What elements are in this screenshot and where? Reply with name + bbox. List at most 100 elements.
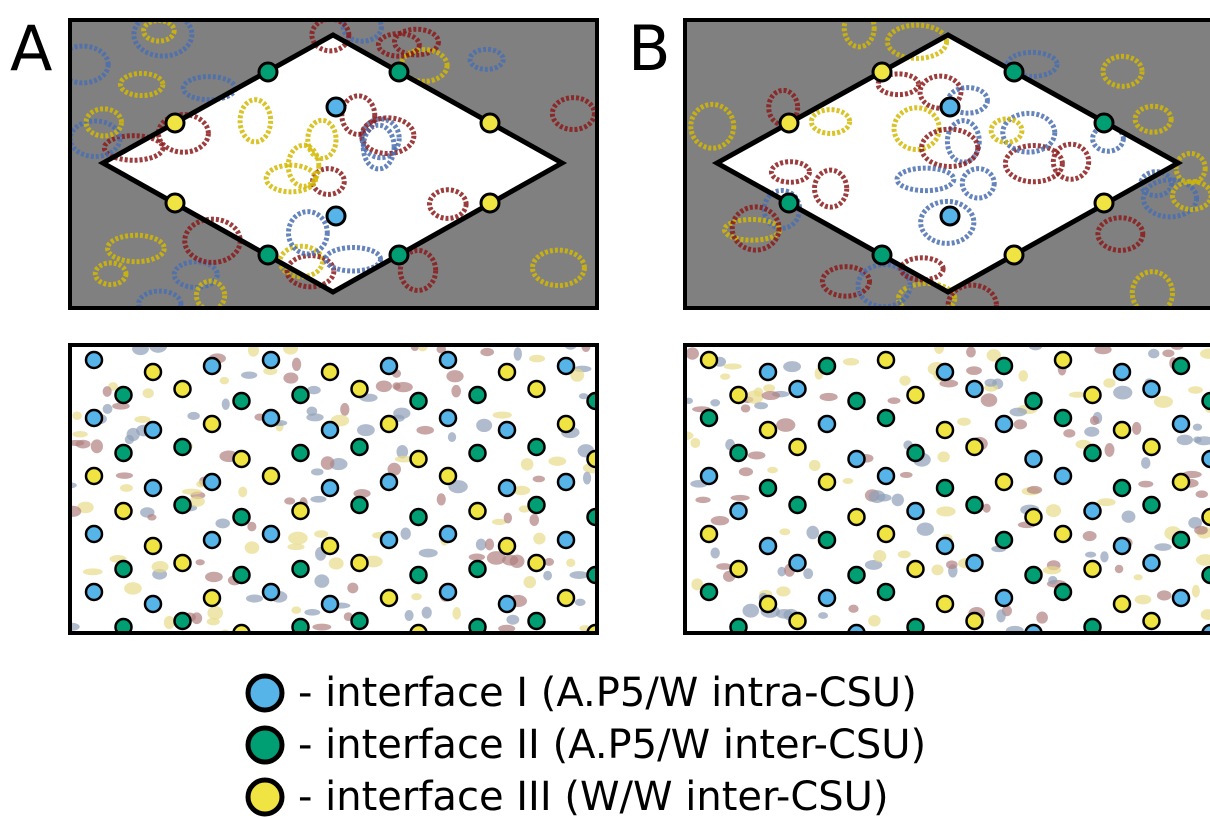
protein bbox=[504, 513, 512, 524]
interface-dot bbox=[1173, 474, 1189, 490]
protein bbox=[393, 408, 410, 419]
interface-dot bbox=[849, 567, 865, 583]
interface-dot bbox=[558, 590, 574, 606]
protein bbox=[583, 472, 591, 485]
interface-dot bbox=[1173, 532, 1189, 548]
protein bbox=[1188, 386, 1203, 393]
interface-dot bbox=[967, 439, 983, 455]
protein bbox=[143, 388, 154, 398]
protein bbox=[476, 419, 492, 432]
protein bbox=[1141, 457, 1150, 469]
protein bbox=[480, 348, 494, 356]
interface-dot bbox=[873, 246, 891, 264]
interface-dot bbox=[1055, 584, 1071, 600]
protein bbox=[818, 612, 828, 619]
protein bbox=[966, 366, 982, 375]
interface-dot bbox=[1085, 561, 1101, 577]
interface-dot bbox=[701, 468, 717, 484]
protein bbox=[686, 347, 699, 359]
protein bbox=[1134, 574, 1143, 580]
protein bbox=[869, 490, 886, 503]
interface-dot bbox=[204, 532, 220, 548]
interface-dot bbox=[760, 538, 776, 554]
protein bbox=[452, 607, 460, 620]
protein bbox=[741, 404, 750, 412]
protein bbox=[314, 574, 329, 587]
protein bbox=[820, 393, 838, 401]
interface-dot bbox=[1203, 451, 1210, 467]
protein bbox=[124, 582, 142, 594]
protein bbox=[806, 526, 819, 539]
protein bbox=[1148, 349, 1159, 359]
protein bbox=[1157, 590, 1172, 600]
protein bbox=[152, 561, 169, 573]
interface-dot bbox=[263, 526, 279, 542]
interface-dot bbox=[937, 364, 953, 380]
interface-dot bbox=[145, 538, 161, 554]
interface-dot bbox=[558, 532, 574, 548]
protein bbox=[83, 568, 103, 575]
interface-dot bbox=[873, 63, 891, 81]
protein bbox=[147, 514, 156, 521]
protein bbox=[1154, 543, 1171, 551]
protein bbox=[1100, 551, 1108, 562]
interface-dot bbox=[878, 410, 894, 426]
interface-dot bbox=[263, 410, 279, 426]
interface-dot bbox=[234, 393, 250, 409]
interface-dot bbox=[204, 358, 220, 374]
interface-dot bbox=[819, 590, 835, 606]
protein bbox=[103, 404, 113, 414]
panel-label: B bbox=[628, 12, 671, 85]
protein bbox=[1069, 392, 1086, 398]
protein bbox=[720, 373, 730, 379]
interface-dot bbox=[1085, 503, 1101, 519]
protein bbox=[448, 432, 456, 442]
interface-dot bbox=[86, 584, 102, 600]
protein bbox=[888, 397, 901, 404]
protein bbox=[1122, 510, 1136, 522]
interface-dot bbox=[234, 567, 250, 583]
interface-dot bbox=[819, 416, 835, 432]
protein bbox=[892, 494, 904, 507]
protein bbox=[1115, 565, 1124, 573]
protein bbox=[868, 615, 880, 627]
interface-dot bbox=[760, 364, 776, 380]
protein bbox=[1135, 595, 1152, 605]
interface-dot bbox=[411, 393, 427, 409]
interface-dot bbox=[780, 194, 798, 212]
interface-dot bbox=[701, 526, 717, 542]
top-panel bbox=[58, 13, 597, 317]
interface-dot bbox=[967, 381, 983, 397]
interface-dot bbox=[175, 439, 191, 455]
interface-dot bbox=[440, 352, 456, 368]
interface-dot bbox=[352, 497, 368, 513]
protein bbox=[1196, 490, 1208, 498]
interface-dot bbox=[908, 503, 924, 519]
interface-dot bbox=[1026, 509, 1042, 525]
interface-dot bbox=[790, 439, 806, 455]
protein bbox=[207, 606, 223, 620]
protein bbox=[514, 347, 522, 360]
interface-dot bbox=[175, 381, 191, 397]
protein bbox=[710, 399, 720, 406]
interface-dot bbox=[558, 358, 574, 374]
protein bbox=[347, 583, 358, 594]
interface-dot bbox=[381, 358, 397, 374]
protein bbox=[195, 559, 204, 565]
interface-dot bbox=[322, 422, 338, 438]
interface-dot bbox=[996, 358, 1012, 374]
protein bbox=[710, 547, 719, 558]
interface-dot bbox=[470, 561, 486, 577]
interface-dot bbox=[381, 532, 397, 548]
interface-dot bbox=[234, 509, 250, 525]
interface-dot bbox=[849, 451, 865, 467]
interface-dot bbox=[411, 509, 427, 525]
protein bbox=[1162, 349, 1174, 357]
legend-text: - interface III (W/W inter-CSU) bbox=[298, 774, 889, 818]
protein bbox=[207, 618, 220, 625]
protein bbox=[376, 380, 392, 392]
interface-dot bbox=[440, 468, 456, 484]
protein bbox=[931, 565, 943, 576]
protein bbox=[1138, 481, 1153, 488]
interface-dot bbox=[499, 596, 515, 612]
